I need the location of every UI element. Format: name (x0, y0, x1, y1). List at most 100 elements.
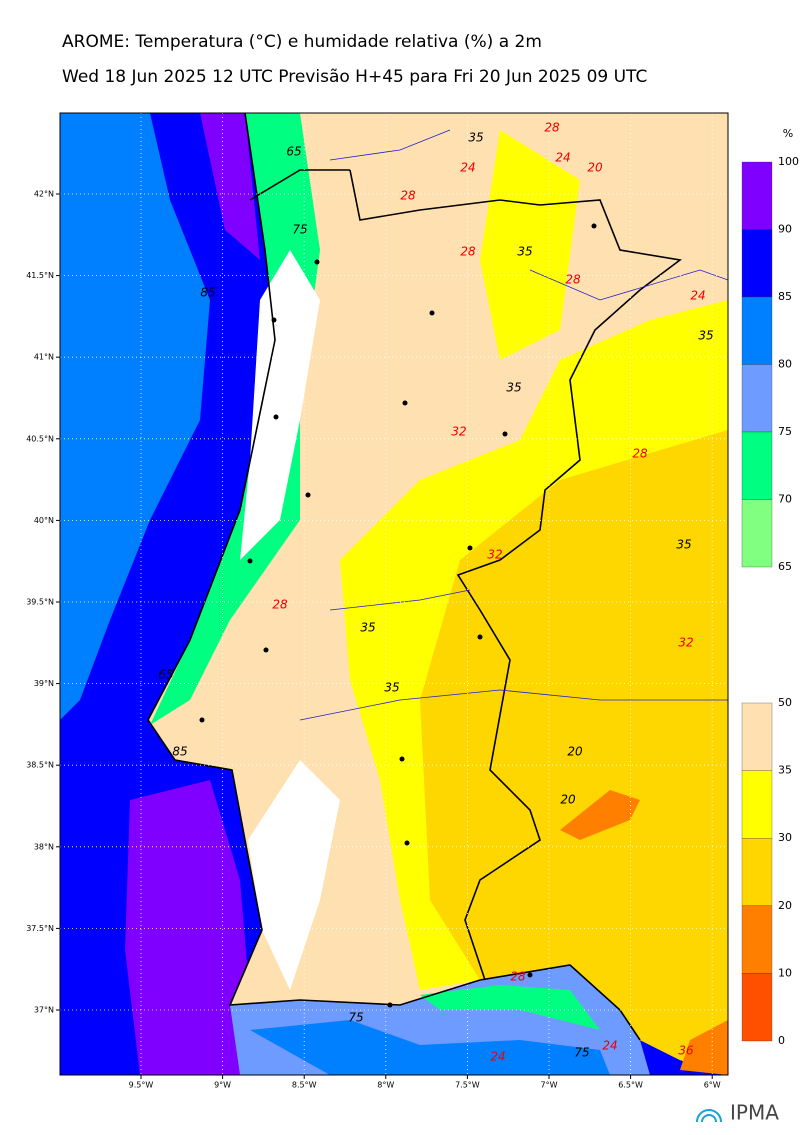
colorbar-tick: 20 (778, 899, 792, 912)
contour-label: 20 (567, 745, 583, 759)
contour-label: 24 (490, 1050, 505, 1064)
contour-label: 65 (286, 145, 301, 159)
border (349, 169, 682, 981)
map-frame (59, 112, 729, 1076)
contour-label: 28 (632, 447, 648, 461)
lat-label: 41°N (34, 353, 54, 362)
lat-label: 41.5°N (26, 271, 54, 280)
contour-label: 35 (384, 681, 399, 695)
city (502, 431, 508, 437)
colorbar-tick: 10 (778, 966, 792, 979)
contour-label: 28 (460, 245, 476, 259)
colorbar-band (741, 770, 773, 839)
subtitle: Wed 18 Jun 2025 12 UTC Previsão H+45 par… (62, 67, 647, 87)
contour-label: 75 (574, 1046, 589, 1060)
lon-label: 9°W (214, 1081, 231, 1090)
lat-label: 39.5°N (26, 598, 54, 607)
coastline (147, 113, 641, 1041)
colorbar-band (741, 702, 773, 771)
ocean-band (60, 113, 210, 720)
contour-label: 28 (272, 598, 288, 612)
land-white (240, 250, 320, 560)
city (387, 1002, 393, 1008)
contour-label: 32 (678, 636, 693, 650)
colorbar-tick: 65 (778, 560, 792, 573)
contour-label: 35 (360, 621, 375, 635)
sea-south (250, 1020, 610, 1075)
contour-label: 36 (678, 1044, 694, 1058)
lon-label: 7°W (541, 1081, 558, 1090)
land-white (248, 760, 340, 990)
colorbar-band (741, 431, 773, 500)
contour-label: 28 (565, 273, 581, 287)
logo: IPMA (696, 1101, 779, 1125)
colorbar-tick: 80 (778, 358, 792, 371)
city (527, 972, 533, 978)
contour-label: 24 (555, 151, 570, 165)
lon-label: 7.5°W (455, 1081, 480, 1090)
title: AROME: Temperatura (°C) e humidade relat… (62, 32, 542, 52)
city (305, 492, 311, 498)
colorbar-tick: 75 (778, 425, 792, 438)
contour-label: 35 (468, 131, 483, 145)
contour-label: 20 (560, 793, 576, 807)
land-peach (360, 113, 728, 170)
colorbar-tick: 35 (778, 764, 792, 777)
sea-south (420, 985, 600, 1030)
colorbar-band (741, 229, 773, 298)
city (271, 317, 277, 323)
lat-label: 40°N (34, 516, 54, 525)
land-warm (560, 790, 640, 840)
colorbar-band (741, 161, 773, 230)
colorbar-tick: 85 (778, 290, 792, 303)
city (477, 634, 483, 640)
land-gold (420, 430, 728, 1075)
colorbar-tick: 90 (778, 223, 792, 236)
contour-label: 32 (487, 548, 502, 562)
logo-text: IPMA (730, 1101, 779, 1125)
city (273, 414, 279, 420)
contour-label: 28 (544, 121, 560, 135)
lon-label: 6.5°W (618, 1081, 643, 1090)
contour-label: 24 (460, 161, 475, 175)
land-yellow (480, 130, 580, 360)
contour-label: 28 (400, 189, 416, 203)
ocean-purple (200, 113, 260, 260)
contour-label: 32 (451, 425, 466, 439)
contour-label: 35 (517, 245, 532, 259)
colorbar-band (741, 364, 773, 433)
city (314, 259, 320, 265)
city (399, 756, 405, 762)
contour-label: 24 (690, 289, 705, 303)
lon-label: 9.5°W (129, 1081, 154, 1090)
contour-label: 35 (506, 381, 521, 395)
city (404, 840, 410, 846)
lat-label: 40.5°N (26, 434, 54, 443)
lat-label: 42°N (34, 190, 54, 199)
contour-label: 20 (587, 161, 603, 175)
lat-label: 37.5°N (26, 924, 54, 933)
land-warm (680, 1020, 728, 1075)
city (591, 223, 597, 229)
map: 35 28 24 20 28 24 28 35 28 24 35 35 32 28 35 32 28 35 35 32… (60, 113, 728, 1075)
colorbar-band (741, 838, 773, 906)
colorbar-tick: 30 (778, 831, 792, 844)
lon-label: 8°W (377, 1081, 394, 1090)
city (263, 647, 269, 653)
contour-label: 35 (676, 538, 691, 552)
ocean-purple (125, 780, 250, 1075)
city (429, 310, 435, 316)
humidity-unit: % (783, 127, 793, 140)
contour-label: 35 (698, 329, 713, 343)
colorbar-tick: 70 (778, 493, 792, 506)
city (402, 400, 408, 406)
colorbar-band (741, 905, 773, 974)
lat-label: 39°N (34, 679, 54, 688)
colorbar-band (741, 973, 773, 1042)
lon-label: 8.5°W (292, 1081, 317, 1090)
colorbar-tick: 0 (778, 1034, 785, 1047)
contour-label: 75 (348, 1011, 363, 1025)
city (467, 545, 473, 551)
lat-label: 38.5°N (26, 761, 54, 770)
